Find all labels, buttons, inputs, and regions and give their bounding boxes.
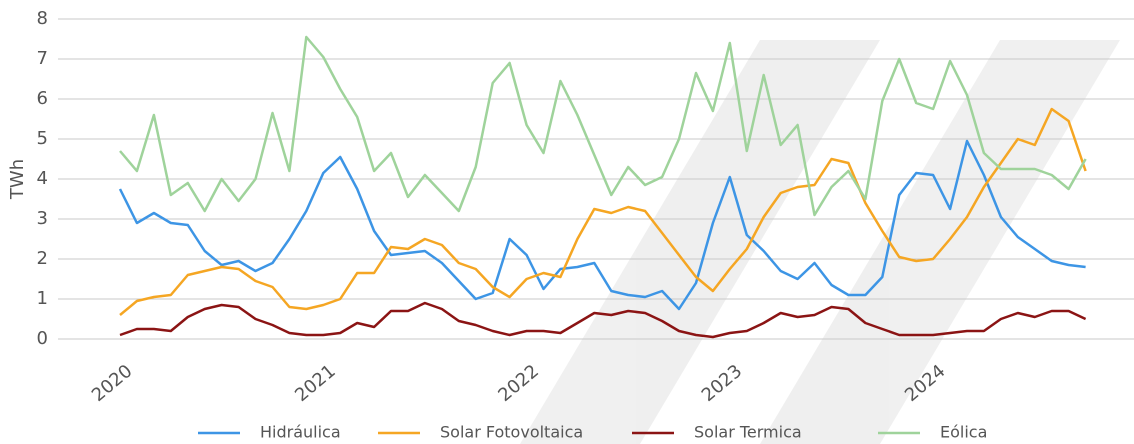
x-tick-label: 2021	[291, 361, 340, 407]
series-line	[118, 139, 1086, 311]
y-tick-label: 8	[37, 8, 48, 29]
y-tick-label: 2	[37, 248, 48, 269]
y-tick-label: 1	[37, 288, 48, 309]
legend-label: Solar Fotovoltaica	[440, 423, 583, 442]
x-tick-label: 2022	[494, 361, 543, 407]
legend-label: Hidráulica	[260, 423, 341, 442]
y-tick-label: 4	[37, 168, 48, 189]
background-stripes	[520, 40, 1120, 444]
legend-label: Eólica	[940, 423, 987, 442]
y-axis-label: TWh	[7, 159, 28, 200]
series-line	[119, 107, 1087, 316]
y-tick-label: 6	[37, 88, 48, 109]
x-tick-label: 2020	[88, 361, 137, 407]
y-tick-label: 7	[37, 48, 48, 69]
series-line	[119, 35, 1087, 217]
y-tick-label: 0	[37, 328, 48, 349]
y-tick-label: 5	[37, 128, 48, 149]
x-tick-label: 2023	[698, 361, 747, 407]
series-line	[119, 301, 1087, 339]
y-tick-label: 3	[37, 208, 48, 229]
legend-label: Solar Termica	[694, 423, 802, 442]
